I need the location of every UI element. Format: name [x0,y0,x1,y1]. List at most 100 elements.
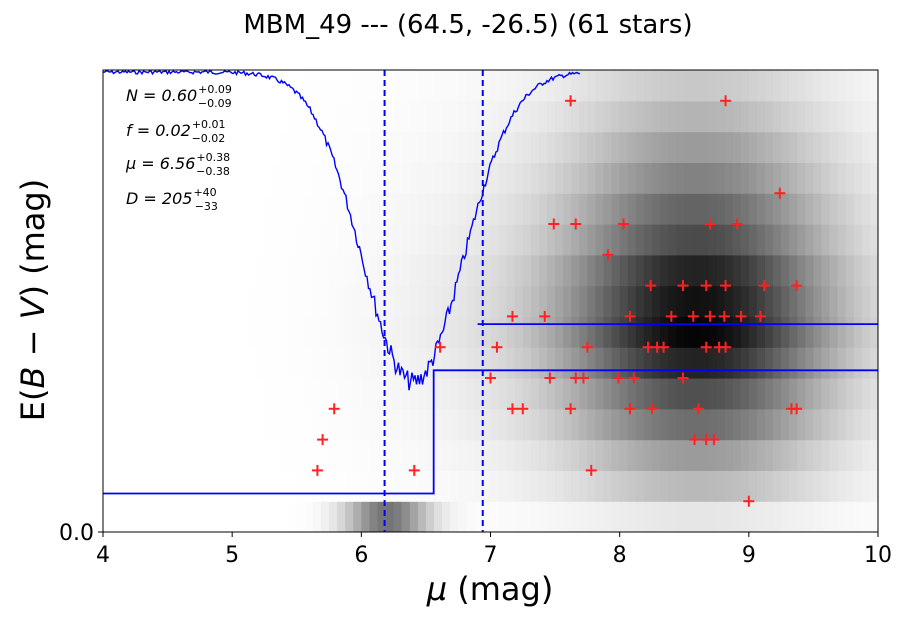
heatmap-cell [684,193,693,225]
heatmap-cell [813,193,823,225]
heatmap-cell [103,378,112,410]
heatmap-cell [716,285,726,317]
heatmap-cell [183,162,193,194]
heatmap-cell [240,224,249,256]
heatmap-cell [530,439,540,471]
heatmap-cell [805,316,815,348]
heatmap-cell [458,285,467,317]
star-marker [491,341,503,353]
heatmap-cell [660,439,669,471]
heatmap-cell [740,254,750,287]
heatmap-cell [256,501,266,532]
heatmap-cell [684,162,693,194]
heatmap-cell [708,100,718,133]
heatmap-cell [256,439,266,471]
heatmap-cell [627,347,637,379]
heatmap-cell [651,501,661,532]
heatmap-cell [442,378,451,410]
heatmap-cell [296,439,306,471]
heatmap-cell [127,501,136,532]
heatmap-cell [530,254,540,287]
heatmap-cell [232,131,241,163]
heatmap-cell [240,162,249,194]
heatmap-cell [159,408,169,441]
heatmap-cell [829,224,839,256]
heatmap-cell [579,131,588,163]
heatmap-cell [595,100,605,133]
heatmap-cell [676,162,685,194]
heatmap-cell [369,254,379,287]
heatmap-cell [369,408,379,441]
heatmap-cell [773,470,782,502]
heatmap-cell [207,70,217,102]
heatmap-cell [660,131,669,163]
heatmap-cell [127,254,136,287]
heatmap-cell [506,70,516,102]
heatmap-cell [579,501,588,532]
heatmap-cell [837,100,847,133]
heatmap-cell [700,470,710,502]
heatmap-cell [789,316,798,348]
heatmap-cell [329,193,338,225]
heatmap-cell [135,193,144,225]
heatmap-cell [571,470,580,502]
heatmap-cell [490,224,500,256]
heatmap-cell [199,408,209,441]
heatmap-cell [740,70,750,102]
star-marker [700,280,712,292]
heatmap-cell [393,193,403,225]
heatmap-cell [280,378,290,410]
heatmap-cell [175,193,185,225]
heatmap-cell [764,70,774,102]
heatmap-cell [748,501,758,532]
heatmap-cell [821,439,831,471]
heatmap-cell [151,408,161,441]
heatmap-cell [732,439,742,471]
heatmap-cell [708,254,718,287]
heatmap-cell [135,316,144,348]
heatmap-cell [191,408,201,441]
heatmap-cell [216,378,225,410]
heatmap-cell [571,254,580,287]
heatmap-cell [740,378,750,410]
heatmap-cell [353,470,362,502]
heatmap-cell [175,378,185,410]
heatmap-cell [579,70,588,102]
heatmap-cell [450,224,459,256]
heatmap-cell [135,254,144,287]
heatmap-cell [442,193,451,225]
heatmap-cell [821,254,831,287]
heatmap-cell [369,224,379,256]
heatmap-cell [571,224,580,256]
heatmap-cell [555,408,564,441]
heatmap-cell [151,439,161,471]
heatmap-cell [393,285,403,317]
heatmap-cell [805,224,815,256]
heatmap-cell [482,316,492,348]
heatmap-cell [288,378,298,410]
heatmap-cell [191,254,201,287]
heatmap-cell [748,378,758,410]
heatmap-cell [660,285,669,317]
heatmap-cell [635,224,645,256]
heatmap-cell [264,224,274,256]
heatmap-cell [869,70,878,102]
heatmap-cell [635,193,645,225]
heatmap-cell [256,316,266,348]
heatmap-cell [175,408,185,441]
heatmap-cell [207,131,217,163]
heatmap-cell [151,131,161,163]
heatmap-cell [458,254,467,287]
heatmap-cell [353,131,362,163]
heatmap-cell [522,470,532,502]
heatmap-cell [764,316,774,348]
heatmap-cell [159,501,169,532]
heatmap-cell [119,347,128,379]
heatmap-cell [522,162,532,194]
heatmap-cell [280,70,290,102]
heatmap-cell [191,224,201,256]
heatmap-cell [329,501,338,532]
y-axis-label: E(B − V) (mag) [14,179,52,421]
step-model-line [103,369,878,495]
star-marker [708,434,720,446]
